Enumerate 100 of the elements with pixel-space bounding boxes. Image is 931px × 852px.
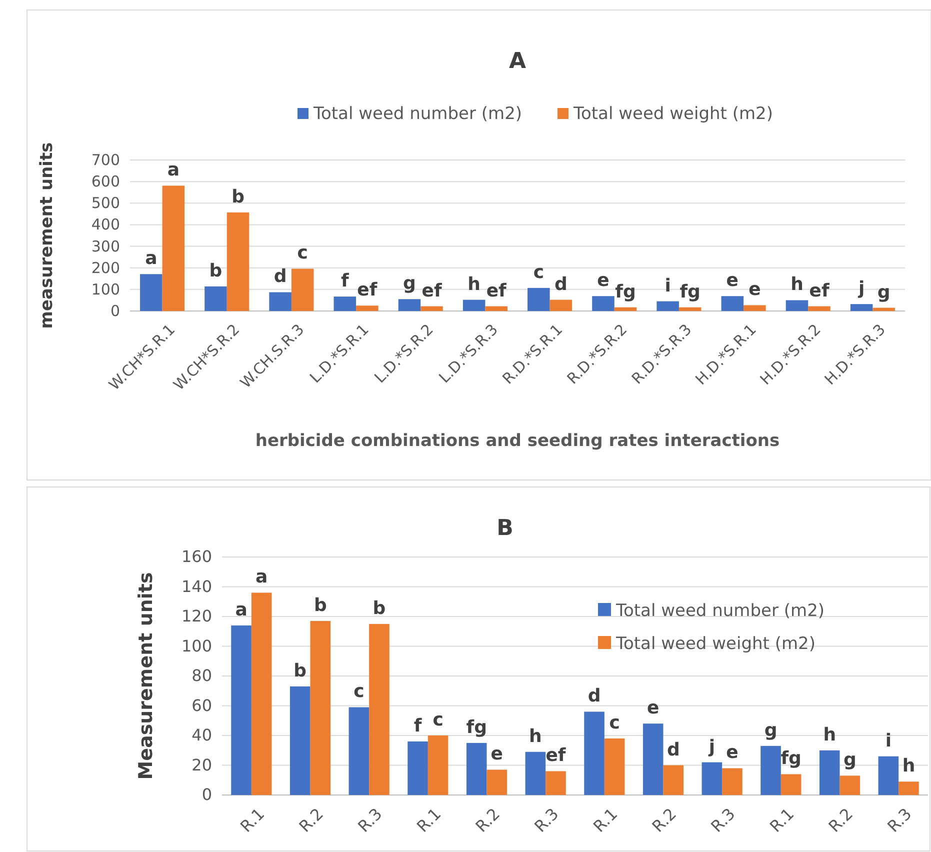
y-tick-label: 100	[91, 280, 120, 298]
data-label: g	[877, 282, 890, 303]
data-label: b	[372, 598, 386, 619]
bar	[162, 186, 185, 311]
x-tick-label: R.2	[824, 804, 856, 836]
legend-label: Total weed number (m2)	[312, 104, 522, 124]
bar	[356, 306, 378, 311]
bar	[878, 756, 899, 795]
bar	[334, 296, 356, 311]
data-label: g	[843, 750, 856, 771]
bar	[808, 306, 830, 311]
data-label: c	[432, 710, 444, 730]
y-tick-label: 500	[91, 194, 120, 212]
bar	[898, 782, 919, 795]
data-label: fg	[780, 748, 802, 770]
bar	[428, 736, 448, 795]
bar	[872, 308, 895, 311]
bar	[819, 750, 840, 795]
bar	[485, 306, 508, 311]
data-label: a	[145, 248, 158, 270]
data-label: fg	[466, 716, 487, 738]
data-label: h	[790, 274, 804, 296]
bar	[528, 288, 550, 311]
data-label: a	[255, 566, 268, 588]
x-axis-title: herbicide combinations and seeding rates interactions	[255, 431, 780, 451]
data-label: ef	[809, 280, 830, 302]
y-tick-label: 80	[192, 666, 212, 685]
x-tick-label: R.1	[589, 804, 622, 836]
data-label: j	[857, 278, 865, 300]
bar	[226, 212, 250, 311]
data-label: h	[902, 756, 916, 777]
x-tick-label: R.2	[648, 804, 680, 836]
bar	[204, 286, 227, 311]
data-label: f	[414, 715, 422, 736]
y-tick-label: 120	[181, 606, 212, 626]
data-label: f	[340, 270, 349, 292]
data-label: j	[708, 736, 716, 758]
bar	[369, 624, 390, 795]
data-label: ef	[422, 280, 442, 302]
x-tick-label: R.2	[295, 804, 327, 836]
data-label: c	[297, 242, 308, 264]
bar	[486, 770, 508, 795]
bar	[663, 765, 684, 795]
data-label: g	[764, 720, 778, 741]
y-tick-label: 700	[91, 151, 120, 169]
y-tick-label: 300	[91, 237, 120, 256]
bar	[310, 620, 331, 795]
bar	[420, 306, 443, 311]
data-label: b	[232, 186, 245, 208]
data-label: i	[664, 275, 671, 296]
x-tick-label: R.1	[236, 804, 268, 836]
data-label: a	[167, 160, 180, 181]
data-label: ef	[546, 745, 566, 766]
bar	[780, 774, 802, 795]
y-axis-title: Measurement units	[135, 572, 157, 780]
y-tick-label: 0	[110, 302, 120, 320]
bar	[408, 741, 428, 795]
data-label: d	[274, 266, 287, 288]
x-tick-label: R.3	[884, 804, 916, 836]
bar	[592, 296, 614, 311]
data-label: b	[314, 594, 327, 616]
chart-title: B	[496, 516, 514, 541]
data-label: i	[885, 730, 892, 752]
bar	[290, 686, 310, 795]
bar	[678, 307, 702, 311]
legend-label: Total weed weight (m2)	[615, 634, 816, 654]
data-label: c	[533, 262, 544, 283]
data-label: e	[726, 270, 739, 292]
bar	[744, 305, 766, 311]
data-label: fg	[680, 281, 700, 302]
bar	[546, 771, 566, 795]
x-tick-label: R.3	[354, 804, 386, 836]
bar	[398, 299, 421, 311]
bar	[466, 742, 487, 795]
bar	[140, 274, 162, 311]
data-label: d	[588, 686, 601, 707]
bar	[760, 746, 781, 795]
y-tick-label: 20	[192, 755, 212, 774]
y-tick-label: 0	[202, 785, 212, 804]
y-tick-label: 160	[181, 547, 212, 566]
data-label: h	[529, 726, 542, 747]
bar	[231, 625, 252, 795]
bar	[721, 296, 744, 311]
bar	[642, 724, 664, 795]
y-axis-title: measurement units	[37, 142, 57, 329]
x-tick-label: R.3	[530, 804, 562, 836]
data-label: c	[354, 681, 364, 702]
data-label: e	[646, 698, 660, 719]
data-label: b	[209, 260, 222, 282]
bar	[525, 752, 546, 795]
data-label: a	[235, 599, 248, 620]
bar	[550, 300, 572, 311]
data-label: e	[597, 270, 610, 292]
legend-label: Total weed weight (m2)	[572, 104, 773, 124]
bar	[251, 592, 272, 795]
bar	[348, 707, 370, 795]
y-tick-label: 40	[192, 726, 212, 744]
bar	[656, 301, 679, 311]
data-label: h	[823, 724, 836, 746]
y-tick-label: 140	[181, 576, 212, 596]
